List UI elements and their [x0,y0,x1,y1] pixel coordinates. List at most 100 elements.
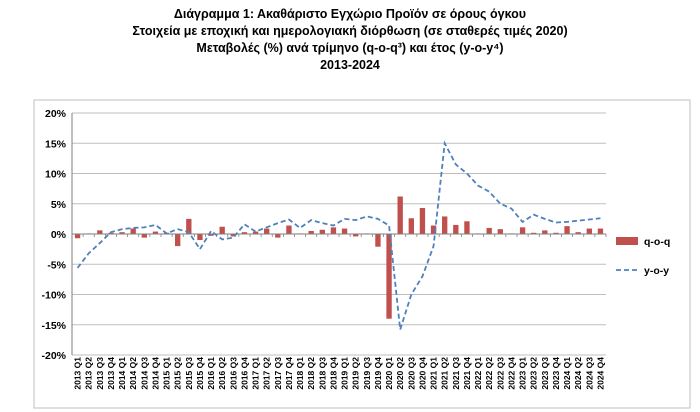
bar-q-o-q [286,225,292,234]
bar-q-o-q [208,234,214,236]
bar-q-o-q [319,229,325,234]
line-y-o-y [76,140,601,330]
chart-title: Διάγραμμα 1: Ακαθάριστο Εγχώριο Προϊόν σ… [0,6,700,74]
y-tick-label: 5% [51,199,67,211]
x-tick-label: 2021 Q1 [429,357,439,390]
x-tick-label: 2016 Q4 [239,357,249,390]
bar-q-o-q [564,226,570,234]
bar-q-o-q [430,225,437,234]
x-tick-label: 2016 Q1 [206,357,216,390]
x-tick-label: 2018 Q4 [328,357,338,390]
x-tick-label: 2017 Q2 [262,357,272,390]
y-tick-label: 20% [45,108,67,120]
x-tick-label: 2013 Q3 [95,357,105,390]
x-tick-label: 2021 Q4 [462,357,472,390]
x-tick-label: 2022 Q1 [473,357,483,390]
bar-q-o-q [241,232,248,234]
bar-q-o-q [141,234,147,238]
bar-q-o-q [264,228,270,234]
legend-label-q-o-q: q-o-q [644,236,670,248]
bar-q-o-q [553,232,559,234]
x-tick-label: 2013 Q2 [84,357,94,390]
bar-q-o-q [542,230,548,234]
bar-q-o-q [519,227,526,234]
x-tick-label: 2023 Q1 [518,357,528,390]
x-tick-label: 2017 Q3 [273,357,283,390]
bar-q-o-q [386,234,392,319]
chart-title-line-3: Μεταβολές (%) ανά τρίμηνο (q-o-q³) και έ… [196,41,504,55]
x-tick-label: 2020 Q1 [384,357,394,390]
x-tick-label: 2015 Q3 [184,357,194,390]
bar-q-o-q [119,232,125,234]
y-tick-label: -10% [41,290,66,302]
chart-title-line-2: Στοιχεία με εποχική και ημερολογιακή διό… [132,24,568,38]
x-tick-label: 2016 Q2 [217,357,227,390]
x-tick-label: 2022 Q4 [506,357,516,390]
chart-title-line-1: Διάγραμμα 1: Ακαθάριστο Εγχώριο Προϊόν σ… [173,7,527,21]
x-tick-label: 2022 Q2 [484,357,494,390]
bar-q-o-q [419,207,426,234]
bar-q-o-q [219,226,225,234]
bar-q-o-q [497,229,503,234]
x-tick-label: 2014 Q2 [128,357,138,390]
x-tick-label: 2019 Q3 [362,357,372,390]
bar-q-o-q [575,232,581,234]
bar-q-o-q [97,230,103,234]
bar-q-o-q [175,234,181,247]
bar-q-o-q [341,228,348,234]
bar-q-o-q [275,234,281,238]
bar-q-o-q [408,218,414,234]
x-tick-label: 2023 Q2 [529,357,539,390]
x-tick-label: 2014 Q4 [150,357,160,390]
bar-q-o-q [186,218,192,234]
bar-q-o-q [486,227,492,234]
x-tick-label: 2023 Q4 [551,357,561,390]
bar-q-o-q [252,231,259,234]
legend-label-y-o-y: y-o-y [644,265,669,277]
x-tick-label: 2018 Q3 [317,357,327,390]
bar-q-o-q [330,227,337,234]
x-tick-label: 2024 Q2 [573,357,583,390]
y-tick-label: 10% [45,169,67,181]
chart-title-line-4: 2013-2024 [320,58,380,72]
bar-q-o-q [197,234,203,241]
x-tick-label: 2015 Q2 [173,357,183,390]
x-tick-label: 2013 Q1 [73,357,83,390]
x-tick-label: 2017 Q1 [251,357,261,390]
x-tick-label: 2021 Q3 [451,357,461,390]
bar-q-o-q [586,228,592,234]
x-tick-label: 2014 Q3 [139,357,149,390]
bar-q-o-q [230,234,236,237]
bar-q-o-q [597,228,604,234]
x-tick-label: 2020 Q4 [417,357,427,390]
bar-q-o-q [152,231,159,234]
bar-q-o-q [442,216,448,234]
bar-q-o-q [74,234,81,239]
y-tick-label: -5% [47,259,66,271]
bar-q-o-q [531,232,537,234]
x-tick-label: 2019 Q4 [373,357,383,390]
x-tick-label: 2024 Q4 [595,357,605,390]
x-tick-label: 2018 Q1 [295,357,305,390]
x-tick-label: 2020 Q3 [406,357,416,390]
x-tick-label: 2017 Q4 [284,357,294,390]
bar-q-o-q [397,196,403,234]
y-tick-label: 15% [45,138,67,150]
bar-q-o-q [130,228,136,234]
x-tick-label: 2019 Q2 [351,357,361,390]
x-tick-label: 2018 Q2 [306,357,316,390]
bar-q-o-q [308,230,314,234]
x-tick-label: 2022 Q3 [495,357,505,390]
y-tick-label: 0% [51,229,67,241]
chart-frame [33,99,691,409]
bar-q-o-q [375,234,381,247]
legend-swatch-q-o-q [616,237,638,245]
x-tick-label: 2015 Q1 [162,357,172,390]
x-tick-label: 2020 Q2 [395,357,405,390]
x-tick-label: 2024 Q1 [562,357,572,390]
x-tick-label: 2014 Q1 [117,357,127,390]
x-tick-label: 2016 Q3 [228,357,238,390]
y-tick-label: -20% [41,350,66,362]
x-tick-label: 2021 Q2 [440,357,450,390]
